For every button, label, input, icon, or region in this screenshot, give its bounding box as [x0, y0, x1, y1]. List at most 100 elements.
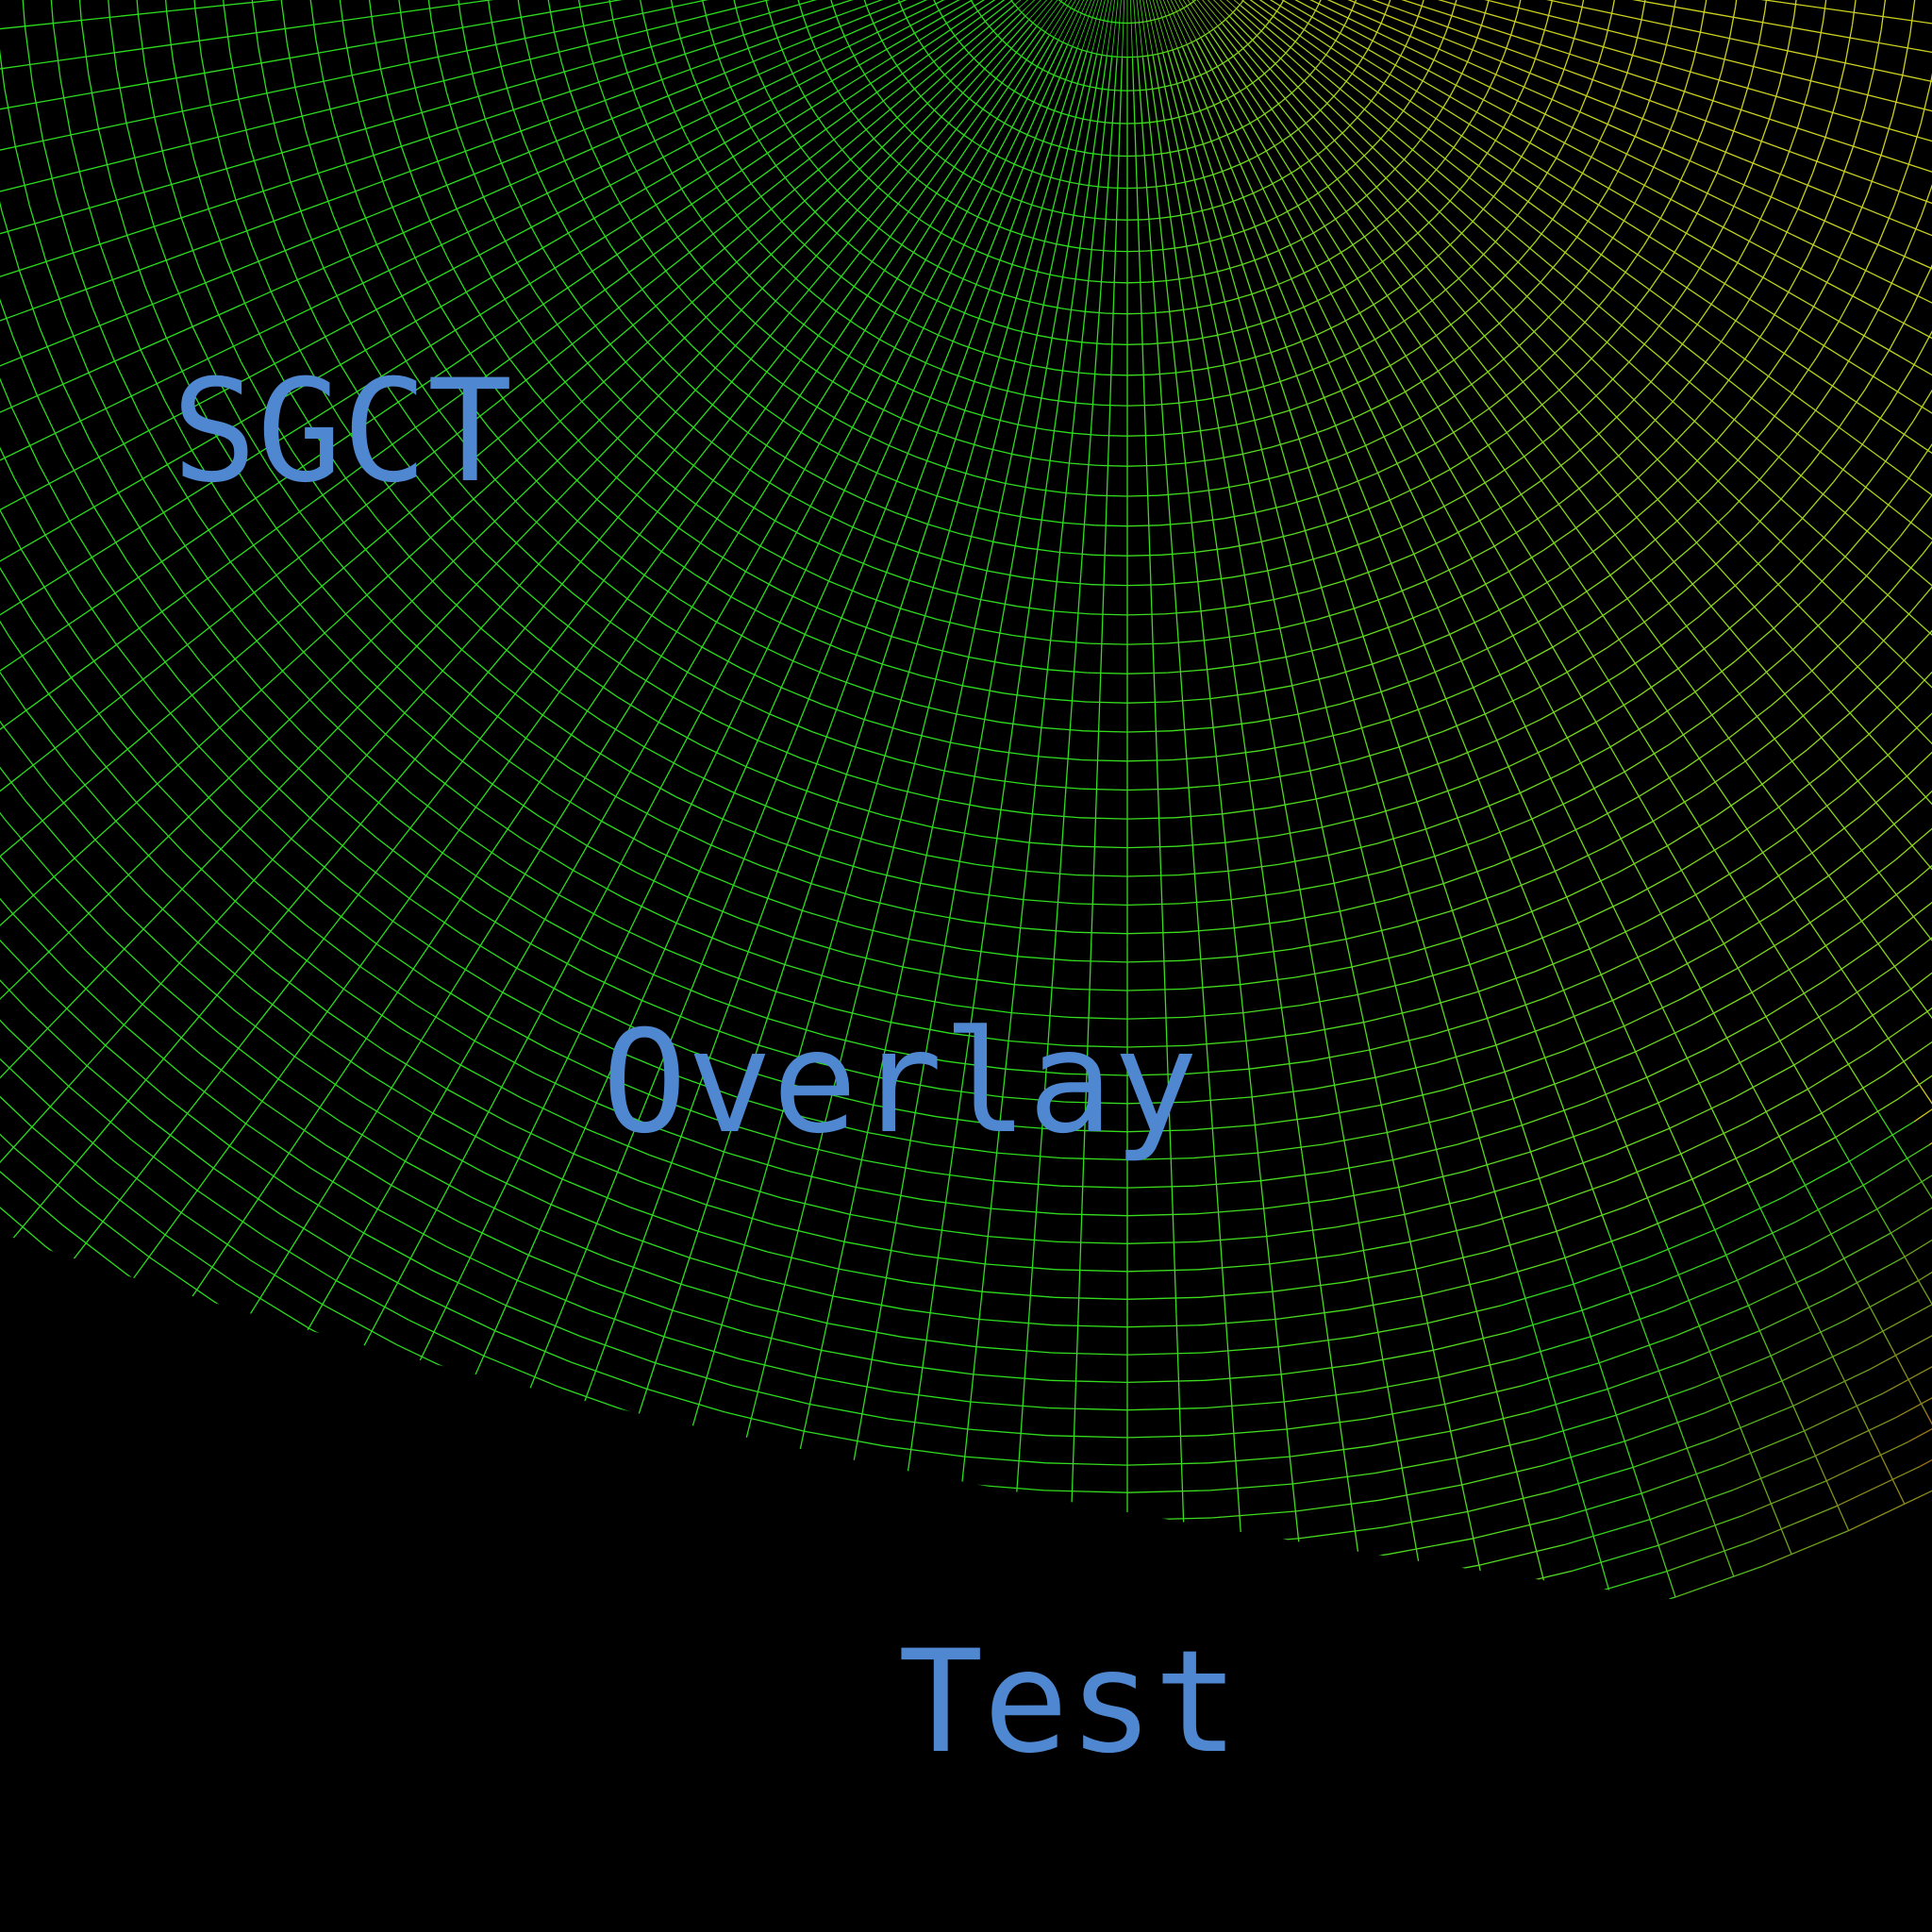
grid-ring-segment: [627, 525, 662, 553]
grid-spoke-segment: [1176, 48, 1205, 120]
grid-ring-segment: [383, 1368, 462, 1407]
grid-ring-segment: [136, 802, 186, 854]
grid-spoke-segment: [961, 8, 1019, 59]
grid-spoke-segment: [884, 301, 920, 368]
grid-spoke-segment: [1560, 508, 1607, 569]
grid-ring-segment: [1921, 173, 1932, 216]
grid-spoke-segment: [81, 1098, 131, 1157]
grid-ring-segment: [1734, 552, 1771, 587]
grid-ring-segment: [492, 887, 545, 921]
grid-ring-segment: [1824, 100, 1838, 138]
grid-spoke-segment: [1287, 555, 1307, 628]
grid-ring-segment: [689, 1543, 776, 1566]
grid-ring-segment: [1851, 0, 1858, 25]
grid-spoke-segment: [932, 242, 966, 309]
grid-spoke-segment: [1801, 364, 1863, 408]
grid-ring-segment: [917, 457, 947, 469]
grid-ring-segment: [678, 527, 712, 552]
grid-ring-segment: [1624, 245, 1644, 273]
grid-spoke-segment: [1643, 806, 1683, 871]
grid-spoke-segment: [670, 1245, 694, 1317]
grid-spoke-segment: [1452, 1046, 1474, 1119]
grid-ring-segment: [1811, 633, 1852, 672]
grid-ring-segment: [31, 621, 73, 678]
grid-ring-segment: [972, 100, 984, 110]
grid-spoke-segment: [784, 893, 808, 965]
grid-spoke-segment: [861, 7, 929, 41]
grid-spoke-segment: [1513, 1259, 1536, 1332]
grid-ring-segment: [282, 670, 325, 715]
grid-spoke-segment: [275, 133, 346, 156]
grid-ring-segment: [1260, 1171, 1327, 1182]
grid-ring-segment: [954, 35, 962, 45]
grid-spoke-segment: [1321, 308, 1355, 376]
grid-ring-segment: [1274, 590, 1310, 601]
grid-ring-segment: [662, 821, 712, 846]
grid-ring-segment: [86, 950, 143, 1006]
grid-ring-segment: [892, 1391, 971, 1403]
grid-ring-segment: [1218, 482, 1250, 491]
grid-ring-segment: [691, 345, 716, 369]
grid-ring-segment: [1906, 733, 1932, 777]
grid-spoke-segment: [578, 724, 619, 789]
grid-spoke-segment: [1488, 0, 1561, 4]
grid-spoke-segment: [230, 518, 291, 563]
grid-ring-segment: [855, 746, 900, 761]
grid-spoke-segment: [25, 17, 99, 27]
grid-ring-segment: [1413, 963, 1471, 982]
grid-ring-segment: [1578, 387, 1606, 413]
grid-spoke-segment: [795, 585, 827, 654]
grid-ring-segment: [1475, 92, 1488, 113]
grid-ring-segment: [938, 334, 961, 345]
grid-ring-segment: [1081, 12, 1088, 17]
grid-ring-segment: [249, 145, 264, 192]
grid-spoke-segment: [683, 613, 722, 679]
grid-ring-segment: [1909, 0, 1917, 35]
grid-spoke-segment: [896, 922, 913, 995]
grid-spoke-segment: [1280, 1008, 1293, 1082]
grid-ring-segment: [1479, 500, 1512, 522]
grid-ring-segment: [1400, 271, 1421, 288]
grid-ring-segment: [907, 731, 951, 743]
grid-spoke-segment: [1456, 207, 1512, 258]
grid-ring-segment: [741, 1097, 805, 1118]
grid-ring-segment: [294, 1351, 373, 1394]
grid-ring-segment: [1584, 297, 1607, 324]
grid-ring-segment: [157, 783, 206, 834]
grid-ring-segment: [1400, 232, 1419, 249]
grid-spoke-segment: [303, 602, 359, 653]
grid-ring-segment: [655, 433, 685, 458]
grid-ring-segment: [8, 1028, 70, 1087]
grid-spoke-segment: [535, 870, 575, 935]
grid-ring-segment: [1565, 746, 1611, 772]
grid-ring-segment: [253, 989, 311, 1035]
grid-spoke-segment: [1036, 44, 1068, 113]
grid-ring-segment: [711, 179, 727, 203]
grid-ring-segment: [815, 1376, 893, 1392]
grid-spoke-segment: [1008, 35, 1050, 99]
grid-ring-segment: [1126, 672, 1168, 675]
grid-spoke-segment: [1088, 204, 1097, 278]
grid-ring-segment: [413, 373, 440, 411]
grid-spoke-segment: [1743, 158, 1813, 189]
grid-ring-segment: [1556, 135, 1570, 158]
grid-ring-segment: [1012, 634, 1051, 641]
grid-ring-segment: [442, 463, 475, 500]
grid-ring-segment: [982, 1291, 1055, 1298]
grid-ring-segment: [647, 341, 672, 368]
grid-ring-segment: [27, 1267, 102, 1324]
grid-ring-segment: [1093, 554, 1128, 557]
grid-ring-segment: [1126, 250, 1145, 253]
grid-ring-segment: [1293, 524, 1327, 535]
grid-spoke-segment: [722, 59, 791, 92]
grid-ring-segment: [291, 335, 317, 380]
grid-spoke-segment: [1224, 1310, 1231, 1385]
grid-spoke-segment: [992, 788, 1005, 862]
grid-ring-segment: [1712, 69, 1724, 101]
grid-ring-segment: [1190, 1096, 1253, 1103]
grid-ring-segment: [971, 315, 993, 325]
grid-ring-segment: [1345, 925, 1400, 941]
grid-ring-segment: [1022, 234, 1040, 241]
grid-ring-segment: [1185, 458, 1215, 464]
grid-ring-segment: [1650, 353, 1675, 383]
